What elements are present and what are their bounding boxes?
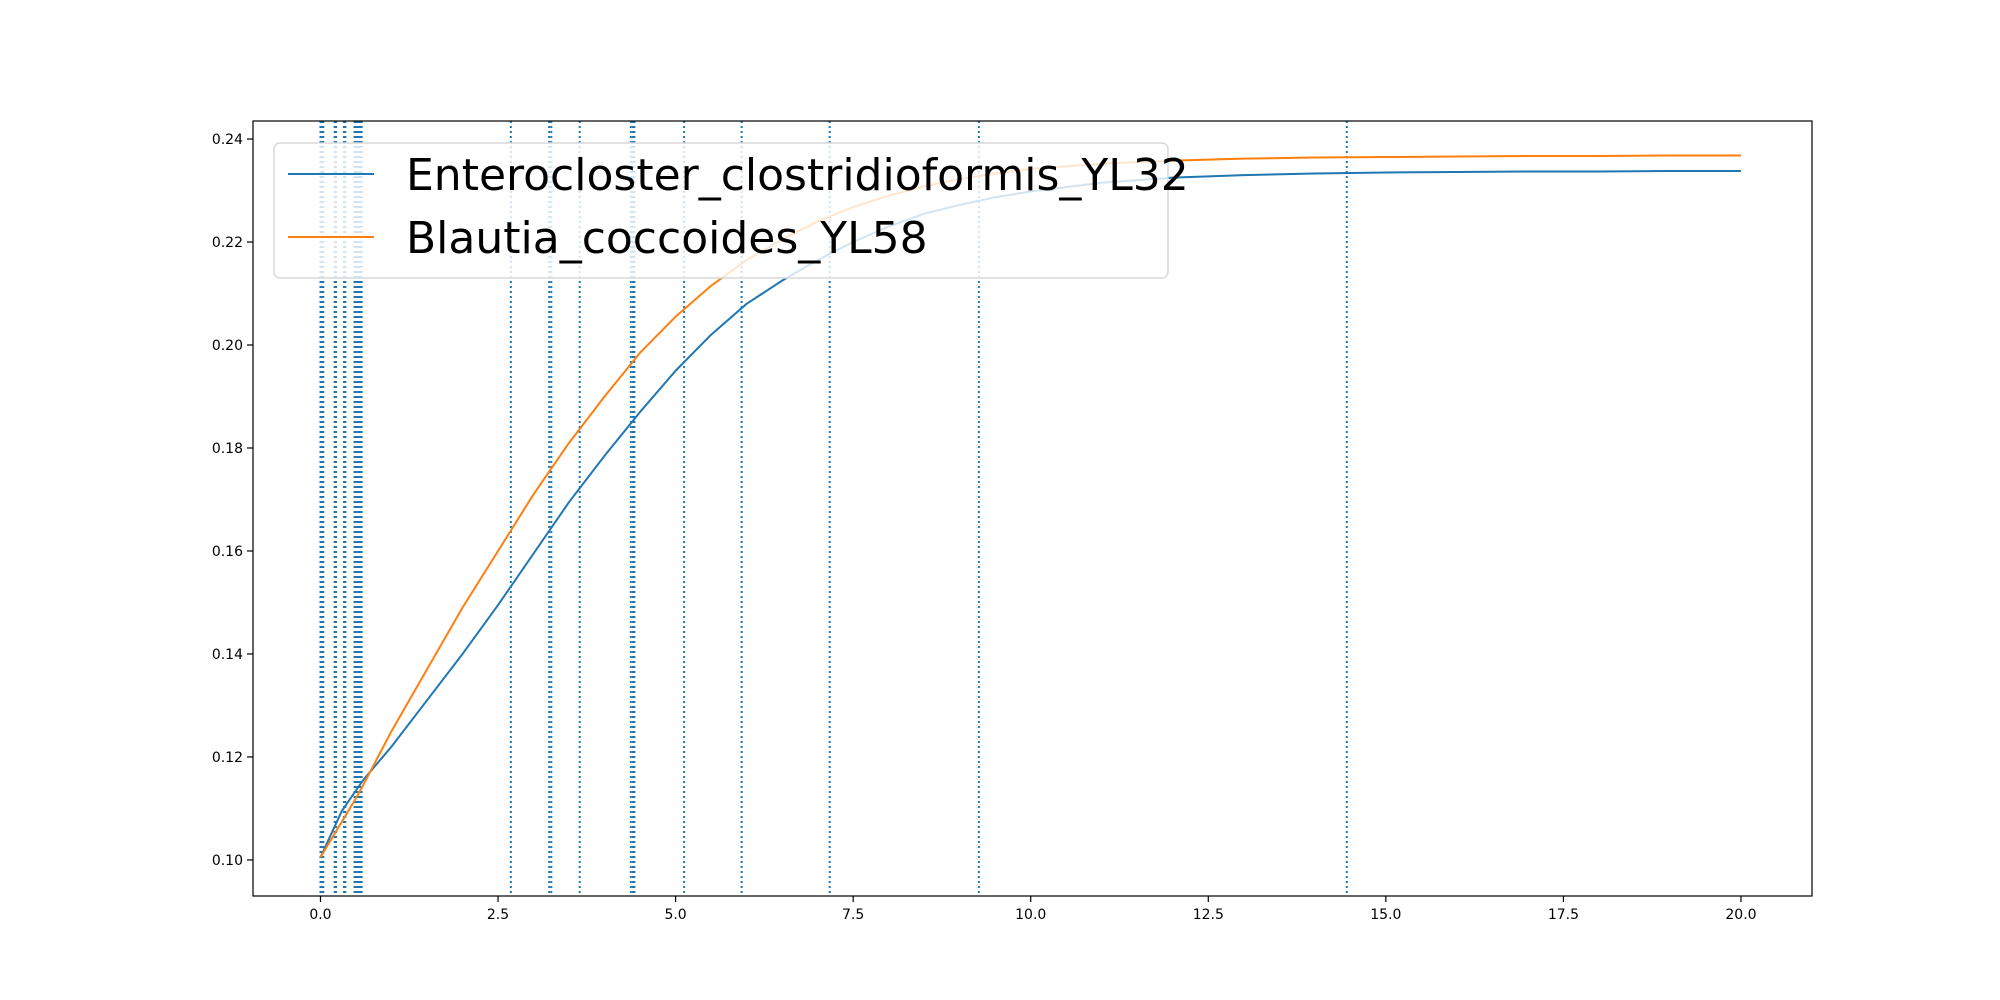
x-tick-label: 7.5 bbox=[842, 907, 864, 923]
x-tick-label: 20.0 bbox=[1725, 907, 1756, 923]
x-tick-label: 2.5 bbox=[487, 907, 509, 923]
legend: Enterocloster_clostridioformis_YL32 Blaut… bbox=[273, 142, 1189, 279]
vertical-marker-lines bbox=[319, 121, 1348, 896]
x-tick-label: 15.0 bbox=[1370, 907, 1401, 923]
y-tick-label: 0.12 bbox=[212, 750, 243, 766]
legend-label-1: Enterocloster_clostridioformis_YL32 bbox=[406, 150, 1189, 201]
plot-area-frame bbox=[252, 120, 1813, 897]
x-tick-label: 0.0 bbox=[309, 907, 331, 923]
legend-label-2: Blautia_coccoides_YL58 bbox=[406, 213, 928, 264]
y-axis: 0.10 0.12 0.14 0.16 0.18 0.20 0.22 0.24 bbox=[212, 132, 253, 869]
y-tick-label: 0.16 bbox=[212, 544, 243, 560]
y-tick-label: 0.20 bbox=[212, 338, 243, 354]
series-line-1 bbox=[319, 169, 1741, 858]
x-tick-label: 5.0 bbox=[664, 907, 686, 923]
x-tick-label: 12.5 bbox=[1193, 907, 1224, 923]
y-tick-label: 0.10 bbox=[212, 853, 243, 869]
y-tick-label: 0.24 bbox=[212, 132, 243, 148]
y-tick-label: 0.22 bbox=[212, 235, 243, 251]
x-tick-label: 17.5 bbox=[1548, 907, 1579, 923]
y-tick-label: 0.14 bbox=[212, 647, 243, 663]
y-tick-label: 0.18 bbox=[212, 441, 243, 457]
x-tick-label: 10.0 bbox=[1015, 907, 1046, 923]
x-axis: 0.0 2.5 5.0 7.5 10.0 12.5 15.0 17.5 20.0 bbox=[309, 896, 1757, 923]
legend-box bbox=[273, 142, 1169, 279]
